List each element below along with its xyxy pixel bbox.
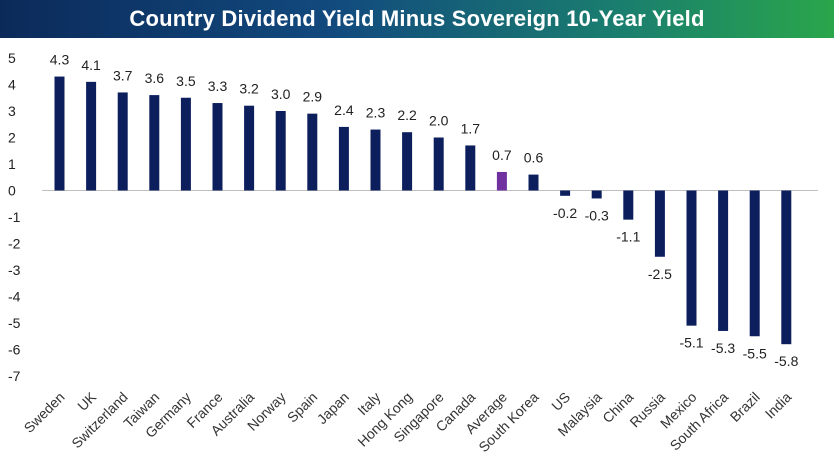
bar-mexico — [686, 190, 697, 326]
bar-australia — [244, 105, 255, 191]
data-label: -5.1 — [679, 335, 703, 351]
bar-brazil — [749, 190, 760, 337]
y-tick-label: 0 — [8, 183, 16, 199]
y-axis: 5 4 3 2 1 0 -1 -2 -3 -4 -5 -6 -7 — [8, 50, 21, 384]
data-label: 2.4 — [334, 102, 354, 118]
data-label: -0.2 — [553, 205, 577, 221]
bar-germany — [180, 97, 191, 191]
data-label: 2.0 — [429, 113, 449, 129]
bar-hong-kong — [402, 132, 413, 191]
data-label: 3.5 — [176, 73, 196, 89]
category-label: UK — [74, 388, 100, 414]
bar-spain — [307, 113, 318, 191]
data-label: -5.5 — [743, 345, 767, 361]
data-label: 2.3 — [366, 105, 386, 121]
bar-switzerland — [117, 92, 128, 191]
bar-china — [623, 190, 634, 220]
y-tick-label: -4 — [8, 289, 21, 305]
y-tick-label: -1 — [8, 209, 21, 225]
data-label: 2.9 — [303, 89, 323, 105]
data-label: 3.7 — [113, 67, 133, 83]
data-labels: 4.3 4.1 3.7 3.6 3.5 3.3 3.2 3.0 2.9 2.4 2.3 2.2 2.0 1… — [50, 52, 799, 370]
bar-malaysia — [591, 190, 602, 199]
bar-taiwan — [149, 95, 160, 191]
y-tick-label: -5 — [8, 315, 21, 331]
data-label: -5.3 — [711, 340, 735, 356]
category-labels: Sweden UKSwitzerlandTaiwanGermanyFranceAu… — [21, 388, 795, 455]
category-label: Spain — [284, 389, 321, 426]
data-label: 3.2 — [239, 81, 259, 97]
data-label: -1.1 — [616, 229, 640, 245]
y-tick-label: 1 — [8, 156, 16, 172]
y-tick-label: -7 — [8, 368, 21, 384]
category-label: Brazil — [727, 389, 763, 425]
data-label: 0.7 — [492, 147, 512, 163]
data-label: -2.5 — [648, 266, 672, 282]
bar-sweden — [54, 76, 65, 191]
bar-italy — [370, 129, 381, 191]
bar-canada — [465, 145, 476, 191]
data-label: 3.0 — [271, 86, 291, 102]
category-label: Japan — [314, 389, 352, 427]
data-label: 1.7 — [461, 120, 481, 136]
category-label: Sweden — [21, 389, 68, 436]
y-tick-label: 4 — [8, 77, 16, 93]
bar-chart: 5 4 3 2 1 0 -1 -2 -3 -4 -5 -6 -7 4.3 4.1 3.7 3.6 3.5 3.3 3… — [8, 50, 818, 455]
y-tick-label: -6 — [8, 342, 21, 358]
bar-average — [496, 171, 507, 191]
bar-south-korea — [528, 174, 539, 191]
bar-uk — [86, 81, 97, 191]
bar-india — [781, 190, 792, 345]
bar-france — [212, 103, 223, 191]
y-tick-label: -3 — [8, 262, 21, 278]
data-label: -5.8 — [774, 353, 798, 369]
y-tick-label: 3 — [8, 103, 16, 119]
bar-norway — [275, 111, 286, 191]
chart-title-bar: Country Dividend Yield Minus Sovereign 1… — [0, 0, 834, 38]
bars — [54, 76, 792, 345]
data-label: 0.6 — [524, 150, 544, 166]
bar-us — [560, 190, 571, 196]
data-label: 4.3 — [50, 52, 70, 68]
data-label: 2.2 — [397, 107, 417, 123]
y-tick-label: 5 — [8, 50, 16, 66]
chart-title: Country Dividend Yield Minus Sovereign 1… — [129, 6, 705, 31]
data-label: -0.3 — [585, 207, 609, 223]
y-tick-label: 2 — [8, 130, 16, 146]
bar-russia — [654, 190, 665, 257]
y-tick-label: -2 — [8, 236, 21, 252]
bar-japan — [338, 126, 349, 191]
data-label: 4.1 — [81, 57, 101, 73]
category-label: US — [548, 389, 573, 414]
data-label: 3.6 — [145, 70, 165, 86]
bar-singapore — [433, 137, 444, 191]
category-label: India — [762, 389, 795, 422]
data-label: 3.3 — [208, 78, 228, 94]
bar-south-africa — [718, 190, 729, 331]
